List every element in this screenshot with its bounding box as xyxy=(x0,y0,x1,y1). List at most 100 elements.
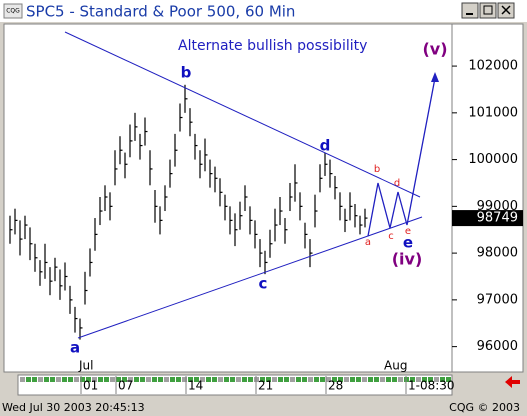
strip-cell xyxy=(344,377,349,382)
strip-cell xyxy=(260,377,265,382)
wave-label: a xyxy=(70,339,80,357)
strip-cell xyxy=(212,377,217,382)
strip-cell xyxy=(296,377,301,382)
strip-cell xyxy=(428,377,433,382)
month-label: Aug xyxy=(384,359,407,373)
wave-label: b xyxy=(181,64,192,82)
x-tick-label: 01 xyxy=(83,379,98,393)
strip-cell xyxy=(332,377,337,382)
strip-cell xyxy=(206,377,211,382)
strip-cell xyxy=(314,377,319,382)
x-tick-label: 1-08:30 xyxy=(408,379,455,393)
strip-cell xyxy=(302,377,307,382)
strip-cell xyxy=(158,377,163,382)
upper-trendline xyxy=(64,31,421,198)
strip-cell xyxy=(350,377,355,382)
arrow-head xyxy=(431,72,439,82)
strip-cell xyxy=(326,377,331,382)
strip-cell xyxy=(242,377,247,382)
strip-cell xyxy=(56,377,61,382)
strip-cell xyxy=(122,377,127,382)
strip-cell xyxy=(386,377,391,382)
wave-label: b xyxy=(374,164,380,175)
strip-cell xyxy=(290,377,295,382)
strip-cell xyxy=(32,377,37,382)
strip-cell xyxy=(308,377,313,382)
strip-cell xyxy=(410,377,415,382)
strip-cell xyxy=(224,377,229,382)
wave-label: d xyxy=(394,178,400,189)
strip-cell xyxy=(128,377,133,382)
strip-cell xyxy=(434,377,439,382)
price-axis xyxy=(451,23,524,373)
minimize-button[interactable] xyxy=(461,2,479,19)
strip-cell xyxy=(218,377,223,382)
y-tick-label: 101000 xyxy=(468,105,518,120)
strip-cell xyxy=(170,377,175,382)
strip-cell xyxy=(446,377,451,382)
strip-cell xyxy=(356,377,361,382)
strip-cell xyxy=(320,377,325,382)
month-label: Jul xyxy=(78,359,93,373)
wave-label: (iv) xyxy=(392,250,423,269)
projection-path xyxy=(367,77,436,237)
strip-cell xyxy=(116,377,121,382)
strip-cell xyxy=(272,377,277,382)
status-copyright: CQG © 2003 xyxy=(449,401,520,414)
strip-cell xyxy=(440,377,445,382)
x-tick-label: 07 xyxy=(118,379,133,393)
maximize-button[interactable] xyxy=(479,2,497,19)
wave-label: c xyxy=(259,275,268,293)
strip-cell xyxy=(230,377,235,382)
window-title: SPC5 - Standard & Poor 500, 60 Min xyxy=(26,3,295,21)
icon xyxy=(483,5,493,15)
last-price-box xyxy=(452,210,523,227)
strip-cell xyxy=(200,377,205,382)
y-tick-label: 98000 xyxy=(477,246,518,261)
window-buttons[interactable] xyxy=(461,2,515,19)
title-bar xyxy=(0,0,527,22)
strip-cell xyxy=(98,377,103,382)
strip-cell xyxy=(134,377,139,382)
last-price: 98749 xyxy=(477,211,518,226)
strip-cell xyxy=(380,377,385,382)
y-tick-label: 100000 xyxy=(468,152,518,167)
strip-cell xyxy=(182,377,187,382)
wave-label: e xyxy=(405,226,411,237)
strip-cell xyxy=(266,377,271,382)
strip-cell xyxy=(374,377,379,382)
strip-cell xyxy=(104,377,109,382)
strip-cell xyxy=(194,377,199,382)
strip-cell xyxy=(284,377,289,382)
strip-cell xyxy=(248,377,253,382)
status-datetime: Wed Jul 30 2003 20:45:13 xyxy=(2,401,145,414)
wave-label: c xyxy=(388,231,394,242)
strip-cell xyxy=(62,377,67,382)
strip-cell xyxy=(146,377,151,382)
strip-cell xyxy=(362,377,367,382)
status-bar xyxy=(0,398,527,416)
strip-cell xyxy=(20,377,25,382)
lower-trendline xyxy=(77,216,423,339)
strip-cell xyxy=(176,377,181,382)
icon xyxy=(501,5,511,15)
strip-cell xyxy=(368,377,373,382)
strip-cell xyxy=(68,377,73,382)
x-tick-label: 14 xyxy=(188,379,203,393)
scroll-arrow[interactable] xyxy=(505,376,520,388)
strip-cell xyxy=(422,377,427,382)
strip-cell xyxy=(92,377,97,382)
strip-cell xyxy=(236,377,241,382)
strip-cell xyxy=(26,377,31,382)
strip-cell xyxy=(80,377,85,382)
strip-cell xyxy=(86,377,91,382)
app-icon xyxy=(3,3,23,19)
wave-label: a xyxy=(365,237,371,248)
strip-cell xyxy=(338,377,343,382)
annotation: Alternate bullish possibility xyxy=(178,38,367,54)
time-strip xyxy=(17,374,453,396)
x-tick-label: 21 xyxy=(258,379,273,393)
strip-cell xyxy=(140,377,145,382)
strip-cell xyxy=(38,377,43,382)
